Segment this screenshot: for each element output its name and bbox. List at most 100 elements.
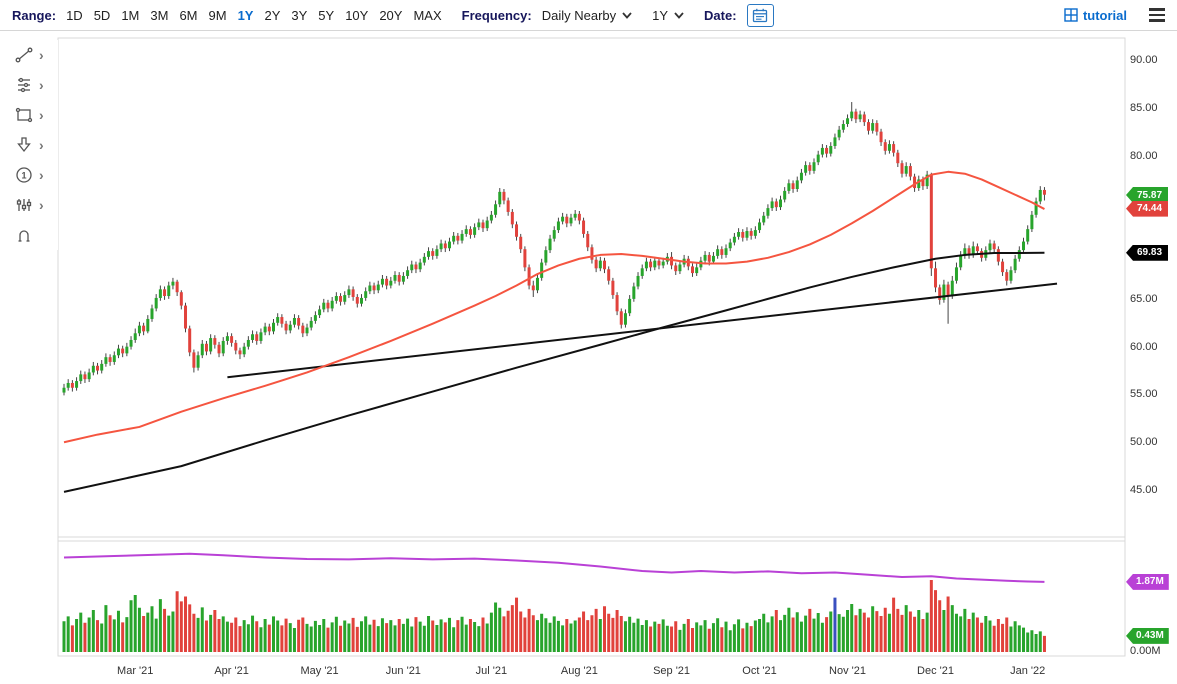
candle-body (921, 179, 925, 187)
frequency-period-dropdown[interactable]: 1Y (652, 8, 684, 23)
candle-body (284, 323, 288, 331)
volume-bar (636, 618, 640, 652)
volume-bar (498, 607, 502, 652)
range-option-9M[interactable]: 9M (208, 7, 227, 23)
tool-number-annotation[interactable]: 1 › (0, 160, 58, 190)
candle-body (590, 247, 594, 260)
candle-body (846, 118, 850, 125)
volume-bar (91, 610, 95, 652)
svg-text:1: 1 (21, 170, 26, 180)
tool-fibonacci[interactable]: › (0, 70, 58, 100)
volume-bar (980, 622, 984, 652)
range-option-1M[interactable]: 1M (121, 7, 140, 23)
volume-bar (808, 608, 812, 652)
candle-body (703, 254, 707, 261)
tool-patterns[interactable]: › (0, 190, 58, 220)
candle-body (292, 318, 296, 325)
candle-body (146, 318, 150, 332)
candle-body (632, 286, 636, 299)
candle-body (892, 144, 896, 153)
volume-bar (326, 627, 330, 652)
volume-bar (846, 610, 850, 652)
volume-bar (695, 622, 699, 652)
candle-body (385, 278, 389, 286)
candle-body (112, 355, 116, 362)
date-label: Date: (704, 7, 737, 23)
range-option-20Y[interactable]: 20Y (379, 7, 403, 23)
tutorial-link[interactable]: tutorial (1064, 8, 1127, 23)
calendar-button[interactable] (746, 3, 774, 27)
range-option-5Y[interactable]: 5Y (318, 7, 335, 23)
volume-bar (523, 617, 527, 652)
fibonacci-lines-icon (18, 77, 30, 93)
volume-bar (75, 619, 79, 652)
candle-body (887, 144, 891, 151)
range-option-2Y[interactable]: 2Y (264, 7, 281, 23)
frequency-dropdown[interactable]: Daily Nearby (542, 8, 632, 23)
candle-body (443, 243, 447, 249)
volume-bar (1017, 625, 1021, 652)
volume-bar (573, 620, 577, 652)
volume-bar (154, 618, 158, 652)
range-option-10Y[interactable]: 10Y (345, 7, 369, 23)
drawing-tools-sidebar: › › › › 1 › › (0, 40, 58, 250)
volume-bar (787, 607, 791, 652)
candle-body (766, 208, 770, 216)
pattern-icon (16, 199, 32, 211)
volume-bar (720, 627, 724, 652)
candle-body (653, 260, 657, 268)
candle-body (230, 336, 234, 343)
candle-body (380, 278, 384, 285)
candle-body (858, 114, 862, 120)
volume-bar (209, 614, 213, 652)
volume-bar (188, 604, 192, 652)
volume-bar (1038, 631, 1042, 652)
range-option-1Y[interactable]: 1Y (237, 7, 254, 23)
range-option-3Y[interactable]: 3Y (291, 7, 308, 23)
tool-magnet[interactable] (0, 220, 58, 250)
volume-bar (313, 620, 317, 652)
price-axis-label: 65.00 (1130, 292, 1158, 305)
range-option-3M[interactable]: 3M (150, 7, 169, 23)
volume-bar (175, 591, 179, 652)
candle-body (934, 268, 938, 288)
candle-body (548, 238, 552, 251)
candle-body (837, 129, 841, 138)
candle-body (96, 365, 100, 371)
range-option-6M[interactable]: 6M (179, 7, 198, 23)
tool-arrow-annotation[interactable]: › (0, 130, 58, 160)
price-axis-label: 90.00 (1130, 54, 1158, 66)
candle-body (255, 334, 259, 341)
candle-body (167, 285, 171, 297)
time-axis-label: May '21 (300, 665, 339, 677)
range-option-5D[interactable]: 5D (93, 7, 111, 23)
candle-body (1042, 189, 1046, 195)
volume-bar (179, 601, 183, 652)
candle-body (900, 163, 904, 174)
volume-bar (653, 621, 657, 652)
candle-body (406, 270, 410, 276)
range-option-MAX[interactable]: MAX (413, 7, 442, 23)
candle-body (280, 317, 284, 324)
volume-bar (582, 611, 586, 652)
candle-body (774, 201, 778, 208)
candle-body (577, 213, 581, 221)
tool-trendline[interactable]: › (0, 40, 58, 70)
volume-bar (489, 612, 493, 652)
volume-bar (703, 620, 707, 652)
menu-button[interactable] (1149, 8, 1165, 22)
volume-bar (984, 616, 988, 652)
volume-bar (657, 623, 661, 652)
volume-bar (104, 605, 108, 652)
volume-bar (443, 622, 447, 652)
volume-bar (204, 620, 208, 652)
candle-body (234, 342, 238, 351)
candle-body (125, 346, 129, 354)
volume-bar (468, 619, 472, 652)
range-option-1D[interactable]: 1D (66, 7, 83, 23)
candle-body (184, 305, 188, 329)
volume-bar (447, 617, 451, 652)
volume-bar (628, 616, 632, 652)
tool-shapes[interactable]: › (0, 100, 58, 130)
